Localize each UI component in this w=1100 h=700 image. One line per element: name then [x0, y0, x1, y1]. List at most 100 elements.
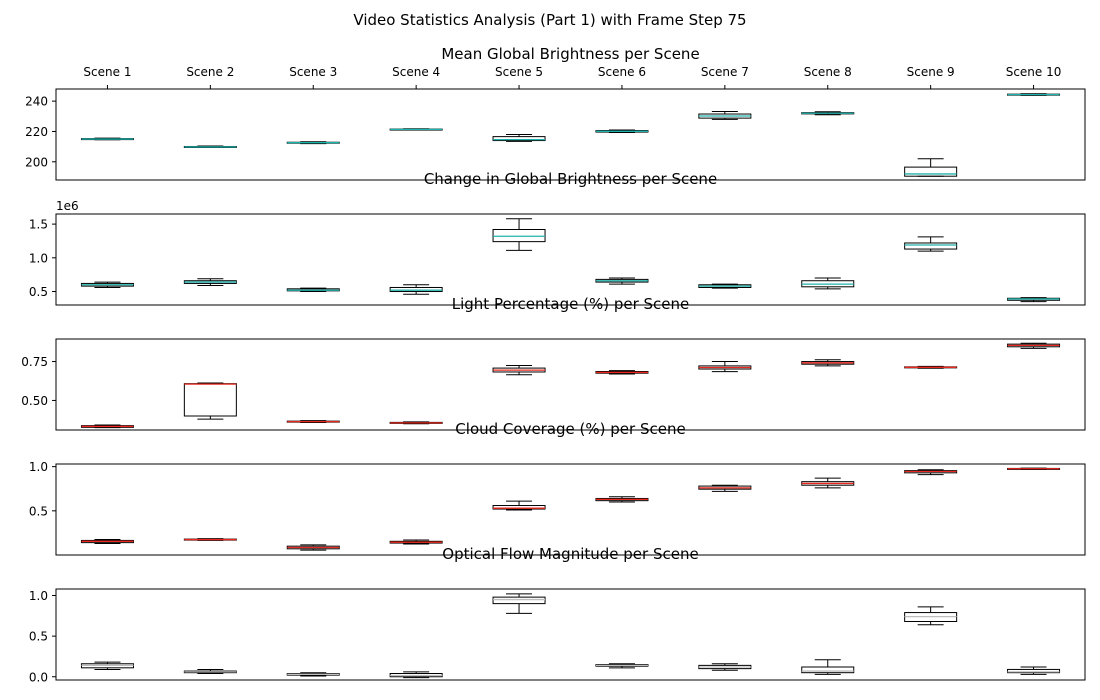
box-7 — [698, 484, 752, 492]
box-3 — [286, 420, 340, 424]
box-10 — [1007, 93, 1061, 96]
box-1 — [80, 281, 134, 288]
box-2 — [183, 145, 237, 149]
x-tick-label: Scene 2 — [186, 65, 234, 79]
x-tick-label: Scene 5 — [495, 65, 543, 79]
y-tick-label: 1.0 — [29, 589, 48, 603]
box-7 — [698, 361, 752, 373]
box-2 — [183, 278, 237, 286]
y-offset-label: 1e6 — [56, 199, 79, 213]
box-6 — [595, 129, 649, 134]
chart-panel-4: Cloud Coverage (%) per Scene 0.5 1.0 — [29, 420, 1086, 556]
box-iqr — [492, 229, 546, 243]
x-tick-label: Scene 8 — [804, 65, 852, 79]
box-2 — [183, 538, 237, 541]
chart-title: Optical Flow Magnitude per Scene — [442, 545, 698, 563]
box-8 — [801, 477, 855, 489]
y-tick-label: 0.5 — [29, 630, 48, 644]
box-iqr — [389, 286, 443, 293]
y-tick-label: 0.0 — [29, 670, 48, 684]
axes-frame — [55, 213, 1086, 306]
box-4 — [389, 421, 443, 425]
box-iqr — [904, 166, 958, 177]
box-10 — [1007, 342, 1061, 349]
y-tick-label: 0.5 — [29, 285, 48, 299]
box-iqr — [183, 383, 237, 417]
box-7 — [698, 663, 752, 671]
box-2 — [183, 382, 237, 420]
x-tick-label: Scene 1 — [83, 65, 131, 79]
box-5 — [492, 134, 546, 142]
box-6 — [595, 277, 649, 285]
box-4 — [389, 284, 443, 295]
box-8 — [801, 659, 855, 675]
figure-suptitle: Video Statistics Analysis (Part 1) with … — [353, 11, 747, 29]
x-tick-label: Scene 3 — [289, 65, 337, 79]
box-9 — [904, 606, 958, 626]
box-10 — [1007, 297, 1061, 303]
chart-title: Cloud Coverage (%) per Scene — [455, 420, 685, 438]
box-1 — [80, 137, 134, 141]
chart-panel-1: Mean Global Brightness per Scene Scene 1 S… — [25, 45, 1086, 181]
box-4 — [389, 128, 443, 131]
chart-panel-2: Change in Global Brightness per Scene 1e6… — [29, 170, 1086, 306]
box-2 — [183, 668, 237, 674]
box-8 — [801, 111, 855, 116]
box-5 — [492, 218, 546, 251]
box-9 — [904, 469, 958, 476]
axes-frame — [55, 463, 1086, 556]
box-7 — [698, 283, 752, 289]
chart-title: Change in Global Brightness per Scene — [424, 170, 717, 188]
box-1 — [80, 539, 134, 545]
y-tick-label: 1.0 — [29, 251, 48, 265]
chart-title: Light Percentage (%) per Scene — [452, 295, 690, 313]
box-9 — [904, 236, 958, 252]
axes-frame — [55, 588, 1086, 681]
chart-panel-5: Optical Flow Magnitude per Scene 0.0 0.5 1.… — [29, 545, 1086, 684]
box-3 — [286, 672, 340, 677]
box-3 — [286, 544, 340, 551]
box-8 — [801, 277, 855, 290]
box-8 — [801, 359, 855, 367]
box-1 — [80, 424, 134, 429]
box-3 — [286, 141, 340, 145]
box-4 — [389, 671, 443, 679]
x-tick-label: Scene 10 — [1006, 65, 1062, 79]
box-iqr — [904, 242, 958, 250]
y-tick-label: 0.75 — [21, 355, 48, 369]
box-5 — [492, 593, 546, 614]
box-5 — [492, 500, 546, 511]
box-9 — [904, 365, 958, 369]
axes-frame — [55, 338, 1086, 431]
box-iqr — [492, 596, 546, 605]
box-iqr — [801, 666, 855, 674]
box-7 — [698, 110, 752, 120]
box-6 — [595, 496, 649, 503]
x-tick-label: Scene 6 — [598, 65, 646, 79]
x-tick-label: Scene 7 — [701, 65, 749, 79]
box-6 — [595, 370, 649, 375]
x-tick-label: Scene 4 — [392, 65, 440, 79]
box-3 — [286, 287, 340, 293]
box-10 — [1007, 666, 1061, 675]
box-9 — [904, 158, 958, 177]
box-4 — [389, 539, 443, 545]
box-1 — [80, 661, 134, 670]
chart-panel-3: Light Percentage (%) per Scene 0.50 0.75 — [21, 295, 1086, 431]
y-tick-label: 240 — [25, 95, 48, 109]
box-iqr — [492, 136, 546, 142]
box-iqr — [492, 505, 546, 510]
box-iqr — [1007, 668, 1061, 674]
x-tick-label: Scene 9 — [907, 65, 955, 79]
y-tick-label: 200 — [25, 155, 48, 169]
y-tick-label: 1.5 — [29, 218, 48, 232]
chart-title: Mean Global Brightness per Scene — [441, 45, 699, 63]
y-tick-label: 1.0 — [29, 460, 48, 474]
y-tick-label: 0.5 — [29, 504, 48, 518]
y-tick-label: 0.50 — [21, 394, 48, 408]
axes-frame — [55, 88, 1086, 181]
y-tick-label: 220 — [25, 125, 48, 139]
box-5 — [492, 364, 546, 376]
